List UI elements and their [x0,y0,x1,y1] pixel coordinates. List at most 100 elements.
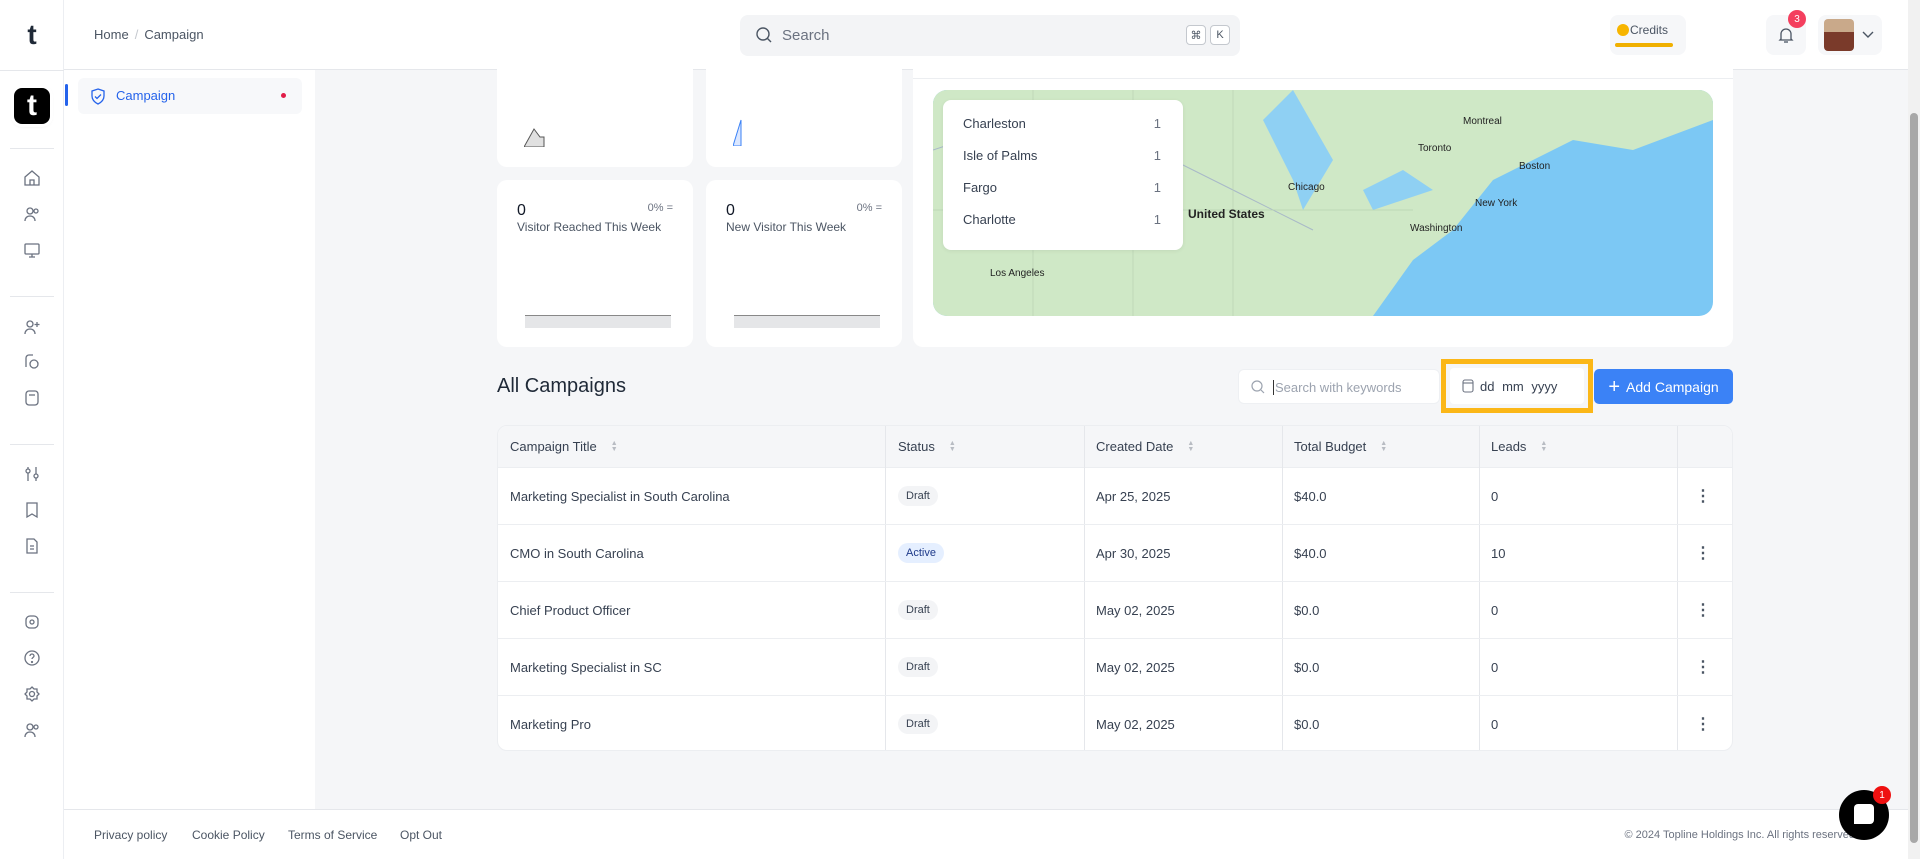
location-row[interactable]: Charleston 1 [963,116,1161,131]
section-title: All Campaigns [497,375,626,397]
users-icon[interactable] [20,202,44,226]
divider [10,592,54,593]
table-row[interactable]: Chief Product Officer Draft May 02, 2025 $0… [498,582,1732,639]
terms-link[interactable]: Terms of Service [288,828,378,842]
add-user-icon[interactable] [20,315,44,339]
credits-button[interactable]: Credits [1610,15,1686,55]
bookmark-icon[interactable] [20,498,44,522]
opt-out-link[interactable]: Opt Out [400,828,443,842]
table-row[interactable]: CMO in South Carolina Active Apr 30, 2025 $… [498,525,1732,582]
row-actions[interactable]: ⋮ [1683,525,1711,581]
row-actions[interactable]: ⋮ [1683,468,1711,524]
more-options-icon[interactable]: ⋮ [1695,545,1711,562]
workspace-icon[interactable]: t [14,88,50,124]
home-icon[interactable] [20,166,44,190]
privacy-policy-link[interactable]: Privacy policy [94,828,168,842]
integrations-icon[interactable] [20,610,44,634]
map-label: Boston [1519,161,1551,172]
cell-leads: 0 [1491,716,1499,732]
stat-card [497,60,693,167]
column-header-leads[interactable]: Leads ▲ ▼ [1491,439,1548,454]
document-icon[interactable] [20,534,44,558]
map-label: Toronto [1418,143,1452,154]
cell-title: Chief Product Officer [510,602,631,618]
clipboard-icon[interactable] [20,386,44,410]
cell-leads: 0 [1491,488,1499,504]
notifications-button[interactable]: 3 [1766,10,1806,55]
location-row[interactable]: Isle of Palms 1 [963,148,1161,163]
notification-badge: 3 [1788,10,1806,28]
sliders-icon[interactable] [20,462,44,486]
column-header-budget[interactable]: Total Budget ▲ ▼ [1294,439,1388,454]
shield-check-icon [91,88,105,105]
stat-card-visitor-reached: 0 0% = Visitor Reached This Week [497,180,693,347]
cell-leads: 10 [1491,545,1506,561]
add-campaign-button[interactable]: + Add Campaign [1594,369,1733,404]
cell-title: Marketing Pro [510,716,591,732]
status-badge: Draft [898,600,938,620]
settings-icon[interactable] [20,682,44,706]
team-icon[interactable] [20,718,44,742]
chat-search-icon[interactable] [20,350,44,374]
coin-icon [1617,24,1629,36]
location-row[interactable]: Charlotte 1 [963,212,1161,227]
chat-widget-button[interactable]: 1 [1839,786,1891,840]
cell-date: May 02, 2025 [1096,659,1175,675]
sparkline [525,315,671,328]
search-placeholder: Search [782,27,830,44]
global-search[interactable]: Search ⌘ K [740,15,1240,56]
cell-status: Draft [886,582,938,638]
more-options-icon[interactable]: ⋮ [1695,716,1711,733]
visitor-map[interactable]: Montreal Toronto Boston Chicago United S… [933,90,1713,316]
breadcrumb-current: Campaign [144,27,204,42]
unread-dot [281,93,286,98]
cell-date: May 02, 2025 [1096,716,1175,732]
scrollbar[interactable] [1908,0,1920,859]
breadcrumb-home[interactable]: Home [94,27,129,42]
sparkline [524,128,545,147]
row-actions[interactable]: ⋮ [1683,696,1711,750]
column-divider [1084,426,1085,750]
column-header-title[interactable]: Campaign Title ▲ ▼ [510,439,618,454]
table-row[interactable]: Marketing Specialist in South Carolina Dr… [498,468,1732,525]
chat-icon [1854,804,1874,824]
monitor-icon[interactable] [20,238,44,262]
user-menu[interactable] [1818,15,1882,55]
column-header-status[interactable]: Status ▲ ▼ [898,439,956,454]
divider [913,78,1733,79]
k-key: K [1210,25,1230,45]
help-icon[interactable] [20,646,44,670]
location-row[interactable]: Fargo 1 [963,180,1161,195]
sort-icon: ▲ ▼ [1187,439,1195,453]
table-row[interactable]: Marketing Pro Draft May 02, 2025 $0.0 0 ⋮ [498,696,1732,750]
divider [10,296,54,297]
row-actions[interactable]: ⋮ [1683,639,1711,695]
date-placeholder: dd mm yyyy [1480,379,1558,394]
campaign-search-input[interactable]: Search with keywords [1238,369,1440,404]
sidebar-item-campaign[interactable]: Campaign [78,78,302,114]
campaigns-table: Campaign Title ▲ ▼ Status ▲ ▼ Created Date ▲ ▼… [497,425,1733,751]
divider [0,70,64,71]
scrollbar-thumb[interactable] [1910,113,1918,843]
chevron-down-icon [1862,31,1874,38]
cell-budget: $0.0 [1294,716,1320,732]
cell-leads: 0 [1491,659,1499,675]
cookie-policy-link[interactable]: Cookie Policy [192,828,265,842]
map-card: Montreal Toronto Boston Chicago United S… [913,60,1733,347]
column-divider [885,426,886,750]
row-actions[interactable]: ⋮ [1683,582,1711,638]
more-options-icon[interactable]: ⋮ [1695,659,1711,676]
more-options-icon[interactable]: ⋮ [1695,602,1711,619]
cell-status: Draft [886,468,938,524]
calendar-icon [1462,379,1474,393]
sparkline [733,119,742,146]
cell-budget: $0.0 [1294,602,1320,618]
table-row[interactable]: Marketing Specialist in SC Draft May 02, 2… [498,639,1732,696]
stat-value: 0 [517,202,526,219]
cell-title: Marketing Specialist in SC [510,659,662,675]
date-filter-input[interactable]: dd mm yyyy [1441,359,1593,413]
more-options-icon[interactable]: ⋮ [1695,488,1711,505]
column-header-created-date[interactable]: Created Date ▲ ▼ [1096,439,1195,454]
brand-logo[interactable]: t [27,19,37,50]
cell-budget: $40.0 [1294,488,1327,504]
